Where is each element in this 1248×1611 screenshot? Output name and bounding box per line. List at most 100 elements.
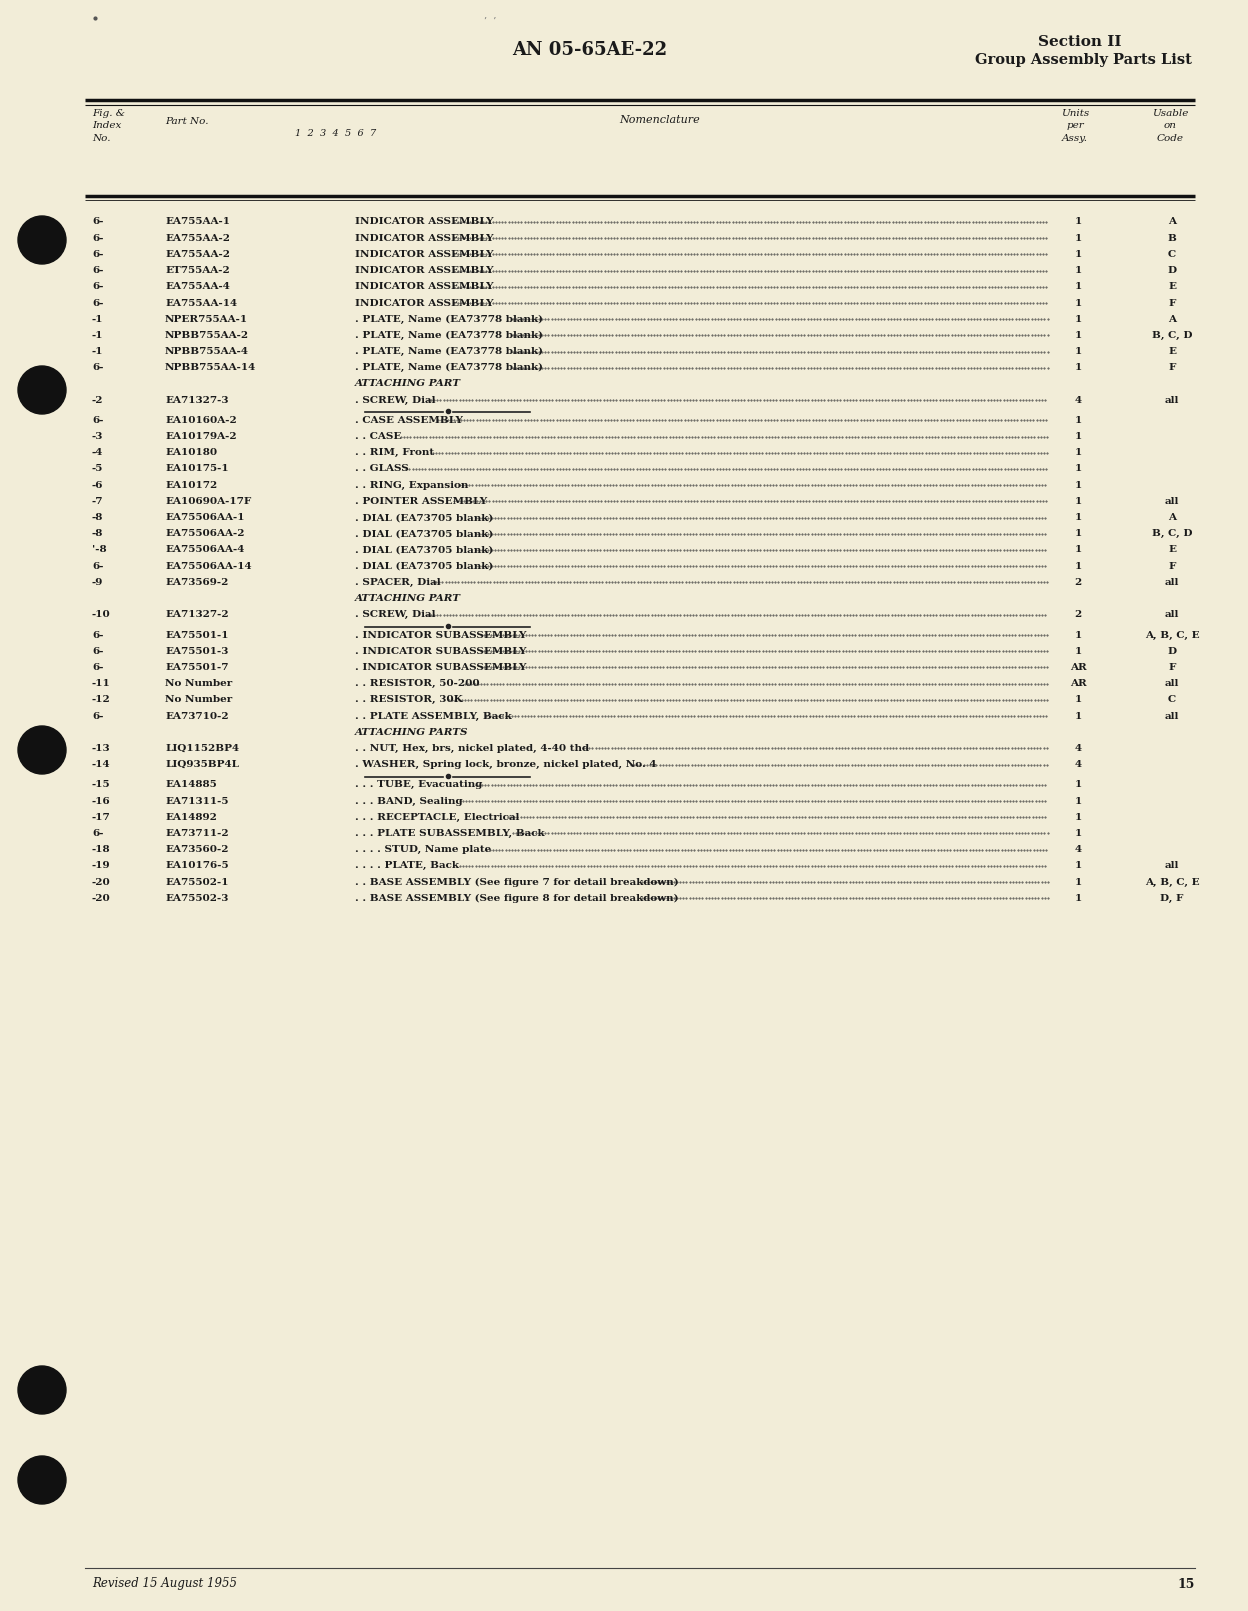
Text: F: F (1168, 662, 1176, 672)
Text: EA71327-2: EA71327-2 (165, 611, 228, 619)
Text: C: C (1168, 250, 1176, 259)
Text: EA75501-7: EA75501-7 (165, 662, 228, 672)
Text: -18: -18 (92, 846, 111, 854)
Text: EA14892: EA14892 (165, 812, 217, 822)
Text: 1: 1 (1075, 862, 1082, 870)
Text: B, C, D: B, C, D (1152, 530, 1192, 538)
Text: . POINTER ASSEMBLY: . POINTER ASSEMBLY (354, 496, 487, 506)
Text: LIQ935BP4L: LIQ935BP4L (165, 760, 240, 768)
Text: . . . TUBE, Evacuating: . . . TUBE, Evacuating (354, 780, 483, 789)
Text: -1: -1 (92, 330, 104, 340)
Text: 6-: 6- (92, 298, 104, 308)
Text: 1: 1 (1075, 830, 1082, 838)
Text: 1: 1 (1075, 330, 1082, 340)
Text: -11: -11 (92, 680, 111, 688)
Text: -12: -12 (92, 696, 111, 704)
Text: . . RING, Expansion: . . RING, Expansion (354, 480, 468, 490)
Text: NPER755AA-1: NPER755AA-1 (165, 314, 248, 324)
Text: A: A (1168, 314, 1176, 324)
Text: 1: 1 (1075, 530, 1082, 538)
Text: 1: 1 (1075, 266, 1082, 275)
Text: EA75506AA-1: EA75506AA-1 (165, 512, 245, 522)
Text: EA75506AA-14: EA75506AA-14 (165, 562, 252, 570)
Text: INDICATOR ASSEMBLY: INDICATOR ASSEMBLY (354, 250, 493, 259)
Text: . . RESISTOR, 30K: . . RESISTOR, 30K (354, 696, 463, 704)
Text: all: all (1164, 578, 1179, 586)
Text: EA14885: EA14885 (165, 780, 217, 789)
Text: EA73569-2: EA73569-2 (165, 578, 228, 586)
Text: . INDICATOR SUBASSEMBLY: . INDICATOR SUBASSEMBLY (354, 646, 527, 656)
Text: -20: -20 (92, 878, 111, 886)
Text: 1: 1 (1075, 496, 1082, 506)
Text: ET755AA-2: ET755AA-2 (165, 266, 230, 275)
Text: INDICATOR ASSEMBLY: INDICATOR ASSEMBLY (354, 266, 493, 275)
Text: ’  ’: ’ ’ (484, 18, 497, 26)
Text: . PLATE, Name (EA73778 blank): . PLATE, Name (EA73778 blank) (354, 362, 543, 372)
Text: EA75506AA-2: EA75506AA-2 (165, 530, 245, 538)
Text: 2: 2 (1075, 578, 1082, 586)
Text: C: C (1168, 696, 1176, 704)
Text: -8: -8 (92, 512, 104, 522)
Text: A, B, C, E: A, B, C, E (1144, 630, 1199, 640)
Text: . . RIM, Front: . . RIM, Front (354, 448, 434, 458)
Text: 1: 1 (1075, 696, 1082, 704)
Text: 1: 1 (1075, 464, 1082, 474)
Text: 1: 1 (1075, 250, 1082, 259)
Text: B, C, D: B, C, D (1152, 330, 1192, 340)
Text: 1: 1 (1075, 314, 1082, 324)
Text: EA73710-2: EA73710-2 (165, 712, 228, 720)
Text: EA10179A-2: EA10179A-2 (165, 432, 237, 441)
Text: -13: -13 (92, 744, 111, 752)
Text: 1: 1 (1075, 432, 1082, 441)
Text: 6-: 6- (92, 250, 104, 259)
Text: 6-: 6- (92, 662, 104, 672)
Text: 6-: 6- (92, 416, 104, 425)
Text: all: all (1164, 396, 1179, 404)
Text: D: D (1167, 266, 1177, 275)
Text: ATTACHING PARTS: ATTACHING PARTS (354, 728, 468, 736)
Text: . DIAL (EA73705 blank): . DIAL (EA73705 blank) (354, 530, 493, 538)
Text: . . . . PLATE, Back: . . . . PLATE, Back (354, 862, 459, 870)
Text: Usable
on
Code: Usable on Code (1152, 110, 1188, 143)
Circle shape (17, 1366, 66, 1414)
Text: -15: -15 (92, 780, 111, 789)
Text: AR: AR (1070, 662, 1086, 672)
Text: 4: 4 (1075, 744, 1082, 752)
Text: Part No.: Part No. (165, 118, 208, 126)
Text: -8: -8 (92, 530, 104, 538)
Circle shape (17, 216, 66, 264)
Text: 1: 1 (1075, 630, 1082, 640)
Text: A, B, C, E: A, B, C, E (1144, 878, 1199, 886)
Text: AN 05-65AE-22: AN 05-65AE-22 (513, 40, 668, 60)
Text: EA10160A-2: EA10160A-2 (165, 416, 237, 425)
Text: D: D (1167, 646, 1177, 656)
Text: NPBB755AA-14: NPBB755AA-14 (165, 364, 256, 372)
Text: . . GLASS: . . GLASS (354, 464, 409, 474)
Text: 6-: 6- (92, 217, 104, 227)
Text: 6-: 6- (92, 562, 104, 570)
Text: EA755AA-2: EA755AA-2 (165, 234, 230, 243)
Text: Revised 15 August 1955: Revised 15 August 1955 (92, 1577, 237, 1590)
Text: . PLATE, Name (EA73778 blank): . PLATE, Name (EA73778 blank) (354, 314, 543, 324)
Text: 1: 1 (1075, 796, 1082, 806)
Text: EA71311-5: EA71311-5 (165, 796, 228, 806)
Text: INDICATOR ASSEMBLY: INDICATOR ASSEMBLY (354, 282, 493, 292)
Text: 1: 1 (1075, 234, 1082, 243)
Text: INDICATOR ASSEMBLY: INDICATOR ASSEMBLY (354, 234, 493, 243)
Text: . . . . STUD, Name plate: . . . . STUD, Name plate (354, 846, 492, 854)
Text: 1: 1 (1075, 878, 1082, 886)
Circle shape (17, 1456, 66, 1505)
Text: F: F (1168, 298, 1176, 308)
Text: all: all (1164, 496, 1179, 506)
Text: 1: 1 (1075, 812, 1082, 822)
Text: . SPACER, Dial: . SPACER, Dial (354, 578, 441, 586)
Text: -17: -17 (92, 812, 111, 822)
Text: -5: -5 (92, 464, 104, 474)
Text: . WASHER, Spring lock, bronze, nickel plated, No. 4: . WASHER, Spring lock, bronze, nickel pl… (354, 760, 656, 768)
Text: 6-: 6- (92, 282, 104, 292)
Text: 6-: 6- (92, 646, 104, 656)
Text: . SCREW, Dial: . SCREW, Dial (354, 611, 436, 619)
Text: EA755AA-1: EA755AA-1 (165, 217, 230, 227)
Text: EA75502-1: EA75502-1 (165, 878, 228, 886)
Text: 1  2  3  4  5  6  7: 1 2 3 4 5 6 7 (295, 129, 376, 139)
